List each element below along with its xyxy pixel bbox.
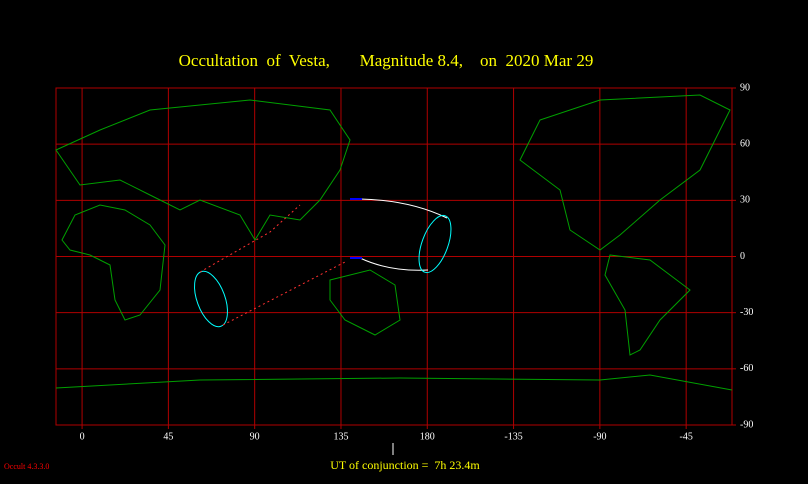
dotted-limit [199, 204, 301, 273]
y-tick-label: 90 [740, 82, 750, 93]
y-tick-label: -90 [740, 419, 753, 430]
x-tick-label: 45 [163, 431, 173, 442]
eurasia [55, 99, 351, 241]
y-tick-label: 0 [740, 251, 745, 262]
path-limit [359, 198, 448, 219]
y-tick-label: 60 [740, 138, 750, 149]
conjunction-label: UT of conjunction = 7h 23.4m [330, 458, 480, 472]
plot-area [55, 87, 733, 426]
occultation-path [194, 198, 452, 328]
y-tick-label: -60 [740, 363, 753, 374]
x-tick-label: -90 [593, 431, 606, 442]
x-tick-label: 180 [420, 431, 435, 442]
version: Occult 4.3.3.0 [4, 462, 49, 471]
shadow-ellipse [418, 214, 452, 274]
x-tick-label: -135 [504, 431, 522, 442]
path-limit [359, 257, 429, 271]
australia [329, 269, 401, 336]
south-america [604, 254, 691, 356]
y-tick-label: 30 [740, 195, 750, 206]
north-america [519, 94, 731, 251]
x-tick-label: 0 [80, 431, 85, 442]
x-tick-label: 135 [333, 431, 348, 442]
y-tick-label: -30 [740, 307, 753, 318]
africa [61, 204, 166, 321]
antarctica [55, 374, 733, 391]
x-tick-label: 90 [250, 431, 260, 442]
x-tick-label: -45 [679, 431, 692, 442]
coastlines [55, 94, 733, 391]
chart-title: Occultation of Vesta, Magnitude 8.4, on … [179, 51, 594, 70]
